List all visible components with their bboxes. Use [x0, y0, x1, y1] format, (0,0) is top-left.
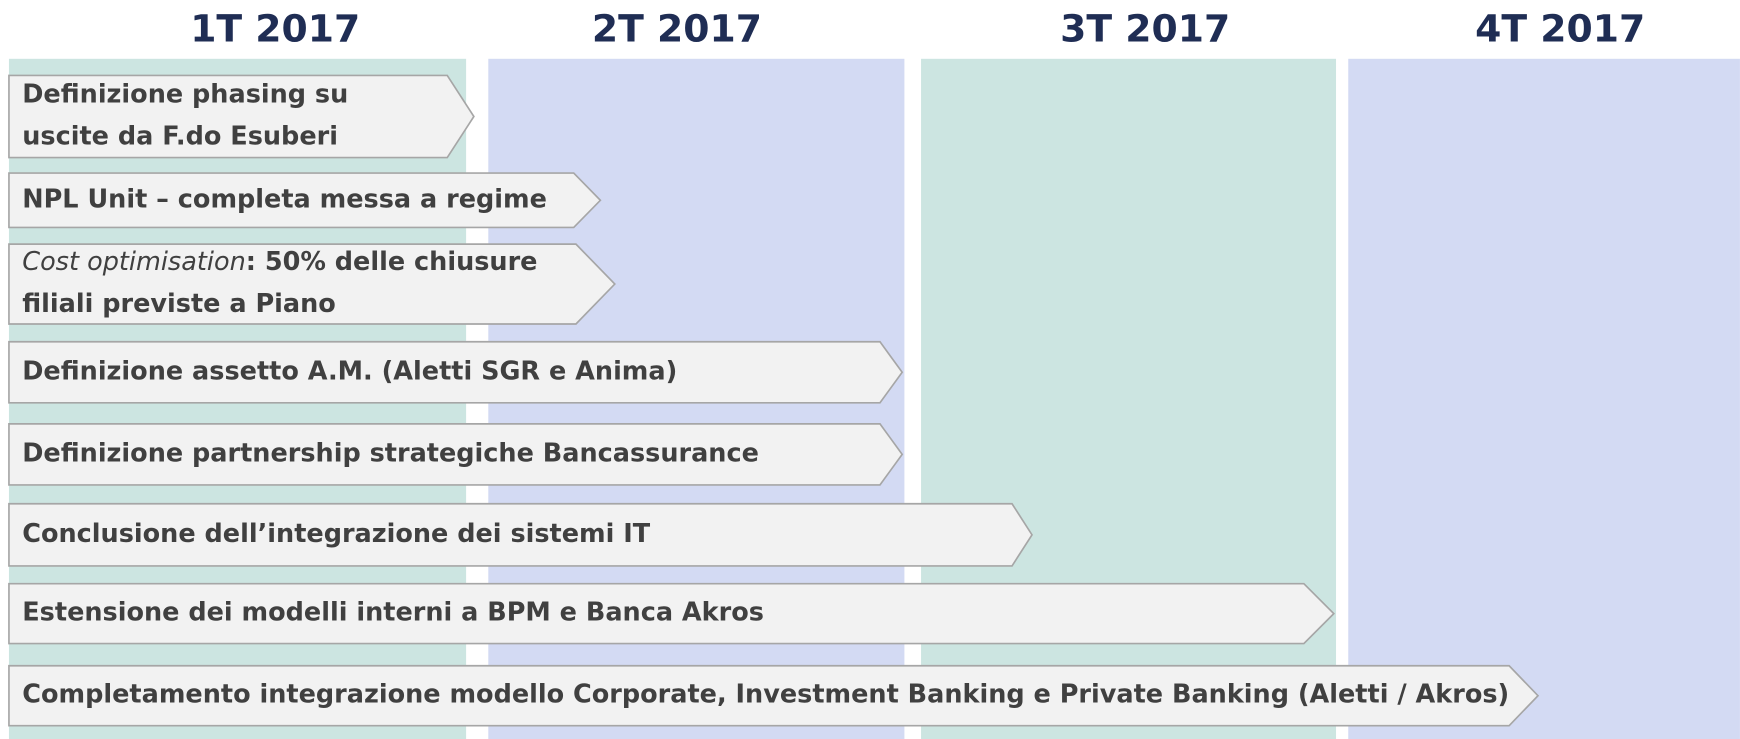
task-arrow	[8, 423, 904, 486]
task-label: Completamento integrazione modello Corpo…	[22, 680, 1509, 710]
task-label: filiali previste a Piano	[22, 289, 336, 319]
quarter-label: 1T 2017	[190, 7, 360, 51]
task-label: Cost optimisation: 50% delle chiusure	[22, 247, 537, 277]
task-arrow	[8, 172, 602, 229]
task-label-text: : 50% delle chiusure	[246, 247, 538, 277]
task-label: Definizione partnership strategiche Banc…	[22, 438, 759, 468]
task-arrow	[8, 582, 1335, 645]
task-label: Estensione dei modelli interni a BPM e B…	[22, 598, 764, 628]
task-label: Conclusione dell’integrazione dei sistem…	[22, 519, 651, 549]
quarter-label: 2T 2017	[592, 7, 762, 51]
task-label-emphasis: Cost optimisation	[22, 247, 246, 277]
task-arrow	[8, 664, 1540, 727]
task-arrow	[8, 502, 1033, 567]
quarter-column	[1348, 58, 1740, 739]
task-label: uscite da F.do Esuberi	[22, 122, 338, 152]
task-label: Definizione assetto A.M. (Aletti SGR e A…	[22, 356, 677, 386]
quarter-label: 3T 2017	[1060, 7, 1230, 51]
task-label: NPL Unit – completa messa a regime	[22, 184, 547, 214]
task-arrow	[8, 340, 904, 404]
task-arrow	[8, 74, 475, 159]
task-label: Definizione phasing su	[22, 79, 348, 109]
task-arrow	[8, 243, 616, 325]
quarter-label: 4T 2017	[1475, 7, 1645, 51]
